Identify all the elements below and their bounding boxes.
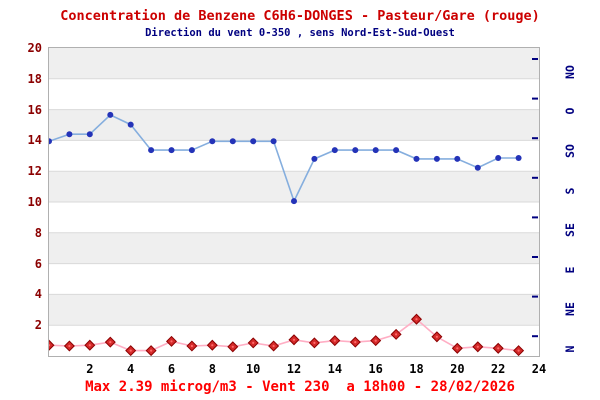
wind-direction-label: NO bbox=[563, 64, 577, 79]
x-axis-tick-label: 22 bbox=[490, 362, 506, 376]
wind-direction-label: O bbox=[563, 107, 577, 115]
wind-direction-label: E bbox=[563, 266, 577, 274]
chart-title: Concentration de Benzene C6H6-DONGES - P… bbox=[60, 8, 540, 24]
plot-area bbox=[48, 47, 540, 357]
x-axis-tick-label: 12 bbox=[286, 362, 302, 376]
wind-direction-label: N bbox=[563, 345, 577, 353]
x-axis-tick-label: 8 bbox=[208, 362, 216, 376]
y-axis-tick-label: 6 bbox=[34, 256, 42, 271]
y-axis-tick-label: 2 bbox=[34, 318, 42, 333]
x-axis-tick-label: 24 bbox=[531, 362, 547, 376]
x-axis-tick-label: 6 bbox=[167, 362, 176, 376]
chart-subtitle: Direction du vent 0-350 , sens Nord-Est-… bbox=[145, 27, 455, 39]
y-axis-tick-label: 20 bbox=[27, 41, 42, 55]
y-axis-tick-label: 8 bbox=[34, 225, 42, 240]
x-axis-tick-label: 20 bbox=[450, 362, 465, 376]
x-axis-tick-label: 10 bbox=[245, 362, 261, 376]
y-axis-tick-label: 14 bbox=[27, 133, 42, 148]
y-axis-tick-label: 18 bbox=[27, 71, 42, 86]
y-axis-tick-label: 10 bbox=[27, 195, 42, 209]
x-axis-tick-label: 14 bbox=[327, 362, 343, 376]
y-axis-tick-label: 4 bbox=[34, 287, 42, 302]
x-axis-tick-label: 2 bbox=[86, 362, 94, 376]
wind-direction-label: SE bbox=[563, 223, 577, 238]
y-axis-tick-label: 12 bbox=[27, 164, 42, 179]
y-axis-tick-label: 16 bbox=[27, 102, 42, 117]
wind-direction-label: NE bbox=[563, 302, 577, 317]
x-axis-tick-label: 16 bbox=[368, 362, 383, 376]
x-axis-tick-label: 18 bbox=[409, 362, 424, 376]
x-axis-tick-label: 4 bbox=[127, 362, 135, 376]
chart-canvas bbox=[49, 58, 539, 356]
wind-direction-label: S bbox=[563, 187, 577, 195]
wind-direction-label: SO bbox=[563, 144, 577, 158]
chart-max-summary: Max 2.39 microg/m3 - Vent 230 a 18h00 - … bbox=[85, 379, 515, 395]
